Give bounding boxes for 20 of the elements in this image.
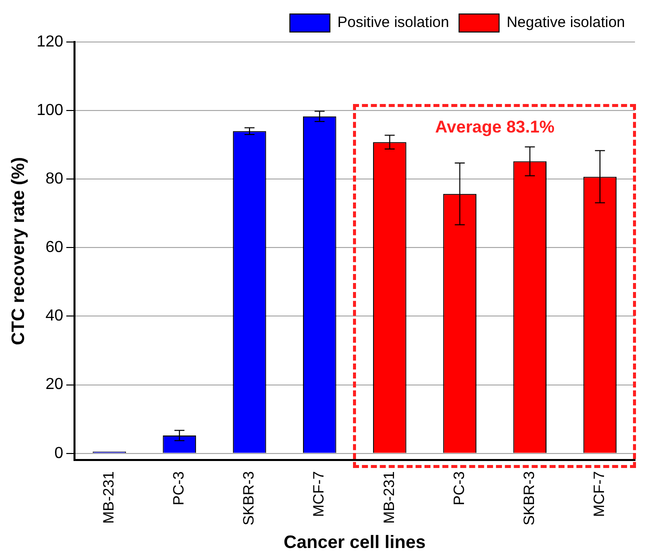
x-tick-label: PC-3 (450, 471, 468, 506)
y-tick-label: 20 (46, 376, 64, 394)
x-tick-label: MB-231 (100, 471, 118, 524)
y-tick-label: 120 (36, 33, 64, 50)
x-tick-label: SKBR-3 (240, 471, 258, 526)
x-tick-label: SKBR-3 (521, 471, 538, 526)
y-tick-label: 100 (36, 102, 64, 119)
y-tick-label: 0 (54, 444, 64, 462)
y-tick-label: 80 (46, 170, 64, 188)
x-tick-label: MCF-7 (310, 471, 328, 518)
legend-label: Positive isolation (337, 14, 450, 32)
x-axis-title: Cancer cell lines (284, 532, 426, 552)
x-tick-label: MB-231 (380, 471, 398, 524)
x-tick-label: MCF-7 (591, 471, 608, 518)
x-tick-label: PC-3 (170, 471, 188, 506)
y-tick-label: 40 (46, 308, 64, 325)
annotation: Average 83.1% (435, 118, 555, 137)
legend-label: Negative isolation (506, 14, 626, 32)
y-axis-title: CTC recovery rate (%) (8, 157, 28, 346)
y-tick-label: 60 (46, 239, 64, 256)
